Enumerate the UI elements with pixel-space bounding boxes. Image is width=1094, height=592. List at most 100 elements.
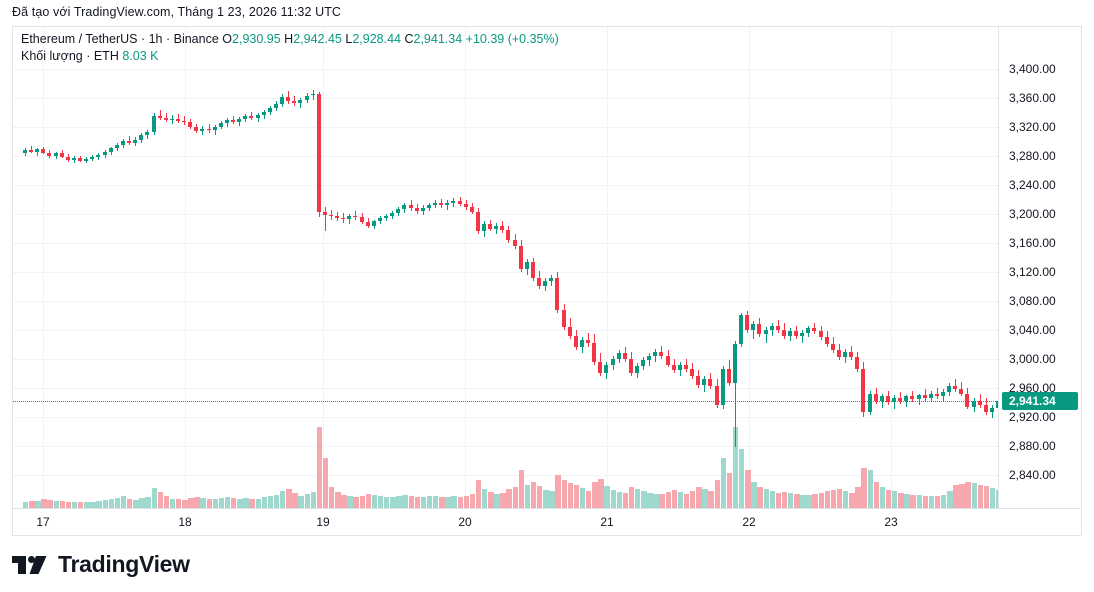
candle-body <box>567 326 572 336</box>
candle-body <box>836 350 841 358</box>
volume-bar <box>757 486 763 509</box>
candle-body <box>953 386 958 390</box>
volume-bar <box>176 499 182 509</box>
candle-body <box>965 393 970 407</box>
candle-body <box>445 202 450 206</box>
volume-bar <box>947 490 953 509</box>
candle-wick <box>979 393 981 408</box>
volume-bar <box>665 491 671 509</box>
candle-body <box>555 277 560 310</box>
candlestick-series <box>13 27 1000 509</box>
volume-bar <box>310 492 317 509</box>
volume-bar <box>726 472 733 509</box>
volume-bar <box>200 498 206 509</box>
volume-bar <box>873 482 880 509</box>
grid-line-horizontal <box>13 243 1000 245</box>
grid-line-vertical <box>749 27 750 509</box>
grid-line-vertical <box>185 27 186 509</box>
volume-bar <box>463 495 470 509</box>
volume-bar <box>390 496 396 509</box>
volume-bar <box>78 501 84 509</box>
candle-body <box>910 396 915 400</box>
grid-line-vertical <box>891 27 892 509</box>
candle-body <box>163 117 168 121</box>
candle-body <box>304 95 309 100</box>
volume-bar <box>71 502 78 509</box>
volume-bar <box>635 489 641 509</box>
chart-plot-area[interactable]: Ethereum / TetherUS · 1h · Binance O2,93… <box>13 27 1000 509</box>
candle-body <box>396 209 401 214</box>
candle-body <box>904 396 909 401</box>
tradingview-logo-icon <box>12 555 47 574</box>
volume-bar <box>371 495 378 509</box>
candle-body <box>402 205 407 210</box>
volume-bar <box>849 492 855 509</box>
candle-body <box>677 364 682 371</box>
candle-body <box>739 315 744 345</box>
volume-bar <box>157 491 164 509</box>
candle-body <box>971 400 976 407</box>
candle-body <box>610 358 615 365</box>
volume-bar <box>377 496 384 509</box>
candle-body <box>769 325 774 330</box>
candle-wick <box>551 274 553 287</box>
candle-body <box>120 141 125 146</box>
volume-bar <box>133 499 139 509</box>
current-price-line <box>13 401 1000 403</box>
price-axis-label: 2,840.00 <box>1009 467 1056 482</box>
volume-bar <box>433 495 439 509</box>
candle-body <box>35 149 40 152</box>
volume-bar <box>788 493 794 509</box>
volume-bar <box>983 485 990 509</box>
time-axis-label: 19 <box>316 515 330 529</box>
time-axis[interactable]: 17 18 19 20 21 22 23 <box>13 508 1081 535</box>
price-line-overlay <box>13 27 1000 509</box>
volume-bar <box>683 493 690 509</box>
candle-body <box>573 335 578 348</box>
volume-bar <box>702 488 708 509</box>
volume-bar <box>812 493 818 509</box>
candle-body <box>934 393 939 397</box>
volume-bar <box>720 458 727 509</box>
volume-bar <box>690 490 696 509</box>
volume-bar <box>843 491 849 509</box>
price-axis[interactable]: 3,400.00 3,360.00 3,320.00 3,280.00 3,240.00… <box>998 27 1081 527</box>
candle-body <box>671 364 676 371</box>
time-axis-label: 21 <box>600 515 614 529</box>
price-axis-label: 3,200.00 <box>1009 207 1056 222</box>
candle-body <box>439 203 444 206</box>
volume-bar <box>751 482 757 509</box>
candle-body <box>194 127 199 131</box>
current-price-badge[interactable]: 2,941.34 <box>1002 392 1078 411</box>
candle-body <box>420 207 425 211</box>
volume-bar <box>622 493 629 509</box>
candle-wick <box>918 393 920 406</box>
candle-body <box>341 217 346 220</box>
grid-line-horizontal <box>13 69 1000 71</box>
grid-line-horizontal <box>13 156 1000 158</box>
volume-bar <box>243 497 249 509</box>
candle-body <box>696 376 701 385</box>
price-axis-label: 2,880.00 <box>1009 438 1056 453</box>
volume-bar <box>800 495 806 509</box>
candle-body <box>482 224 486 232</box>
candle-body <box>720 368 725 406</box>
candle-wick <box>355 211 357 220</box>
volume-bar <box>745 470 751 509</box>
volume-bar <box>23 501 29 509</box>
candle-body <box>182 120 187 123</box>
candle-body <box>41 149 46 153</box>
candle-body <box>347 215 352 220</box>
candle-body <box>84 159 89 161</box>
candle-body <box>751 324 756 330</box>
volume-bar <box>653 493 659 509</box>
volume-bar <box>830 490 837 509</box>
candle-body <box>335 216 340 218</box>
volume-bar <box>482 489 488 509</box>
volume-bar <box>249 498 255 509</box>
grid-line-vertical <box>43 27 44 509</box>
candle-body <box>745 315 750 330</box>
volume-bar <box>971 482 977 509</box>
candle-body <box>96 154 101 157</box>
volume-bar <box>824 491 831 509</box>
